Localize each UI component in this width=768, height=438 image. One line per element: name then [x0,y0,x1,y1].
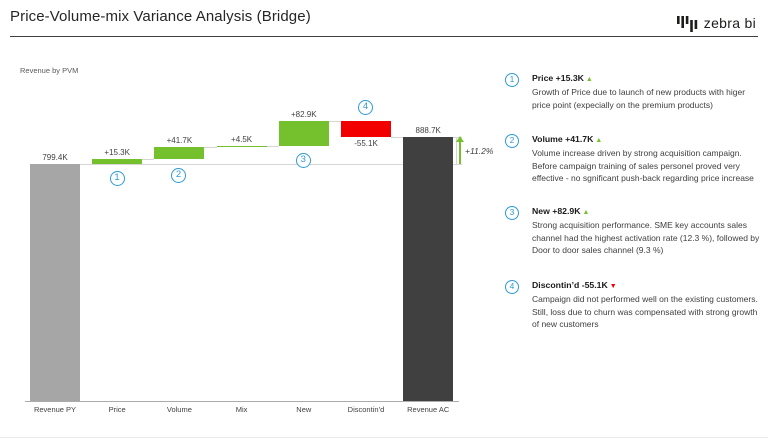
annotation-marker-1: 1 [505,73,519,87]
chart-marker-2: 2 [171,167,186,183]
annotation-title: New +82.9K ▲ [532,206,590,216]
axis-label-price: Price [108,405,126,414]
annotation-marker-2: 2 [505,134,519,148]
annotation-marker-4: 4 [505,280,519,294]
variance-percent-label: +11.2% [465,145,494,156]
connector-line [266,145,279,147]
zebra-bi-logo: zebra bi [676,15,756,38]
axis-label-revenue-ac: Revenue AC [407,405,450,414]
chart-marker-3: 3 [295,153,311,169]
connector-line [328,121,341,123]
chart-marker-1: 1 [109,170,125,186]
bar-value-label: +82.9K [291,110,317,120]
annotation-title: Volume +41.7K ▲ [532,134,603,144]
annotation-3: 3 New +82.9K ▲ Strong acquisition performan… [505,206,763,257]
variance-bracket-line [455,137,457,164]
annotation-body: Growth of Price due to launch of new pro… [532,87,746,110]
delta-up-icon: ▲ [595,137,603,144]
annotation-2: 2 Volume +41.7K ▲ Volume increase driven by… [505,134,763,185]
connector-line [204,147,217,149]
annotation-4: 4 Discontin’d -55.1K ▼ Campaign did not per… [505,280,763,331]
axis-label-new: New [296,405,312,414]
annotation-content: Discontin’d -55.1K ▼ Campaign did not perf… [532,280,763,331]
axis-label-mix: Mix [235,405,248,414]
annotation-body: Strong acquisition performance. SME key … [532,220,760,255]
bar-mix[interactable] [216,145,267,148]
bar-value-label: -55.1K [354,139,378,149]
bar-value-label: +15.3K [104,148,130,158]
axis-label-revenue-py: Revenue PY [33,405,77,414]
chart-marker-4: 4 [358,100,373,115]
bar-volume[interactable] [154,147,205,160]
waterfall-chart: 799.4K Revenue PY +15.3K Price +41.7K Volume +… [25,100,493,414]
annotation-title: Price +15.3K ▲ [532,73,593,83]
variance-arrow [459,141,461,164]
delta-up-icon: ▲ [582,209,590,216]
annotation-body: Campaign did not performed well on the e… [532,294,758,329]
zebra-bi-bars-icon [676,16,698,38]
bar-revenue-ac[interactable] [403,137,454,401]
annotation-content: Volume +41.7K ▲ Volume increase driven by … [532,134,763,185]
annotation-content: Price +15.3K ▲ Growth of Price due to laun… [532,73,763,111]
annotation-title: Discontin’d -55.1K ▼ [532,280,617,290]
delta-up-icon: ▲ [585,76,593,83]
annotation-content: New +82.9K ▲ Strong acquisition performanc… [532,206,763,257]
header-divider [10,36,758,37]
page-title: Price-Volume-mix Variance Analysis (Brid… [10,8,311,25]
bar-revenue-py[interactable] [30,163,80,401]
axis-label-volume: Volume [166,405,192,414]
annotation-body: Volume increase driven by strong acquisi… [532,148,754,183]
bar-value-label: 799.4K [42,152,68,162]
bar-price[interactable] [92,159,143,164]
delta-down-icon: ▼ [609,283,617,290]
bar-discontin-d[interactable] [341,121,391,138]
logo-text: zebra bi [703,15,756,31]
bar-value-label: +4.5K [231,134,253,144]
annotation-marker-3: 3 [505,206,519,220]
annotations-panel: 1 Price +15.3K ▲ Growth of Price due to lau… [505,0,763,438]
bar-value-label: 888.7K [415,126,441,136]
chart-subtitle: Revenue by PVM [20,66,79,75]
annotation-1: 1 Price +15.3K ▲ Growth of Price due to lau… [505,73,763,111]
bar-new[interactable] [278,121,329,146]
bar-value-label: +41.7K [166,136,193,146]
connector-line [80,163,462,165]
variance-arrowhead-icon [456,136,464,143]
axis-label-discontin-d: Discontin’d [347,405,385,414]
category-axis [25,401,460,402]
connector-line [142,159,155,161]
